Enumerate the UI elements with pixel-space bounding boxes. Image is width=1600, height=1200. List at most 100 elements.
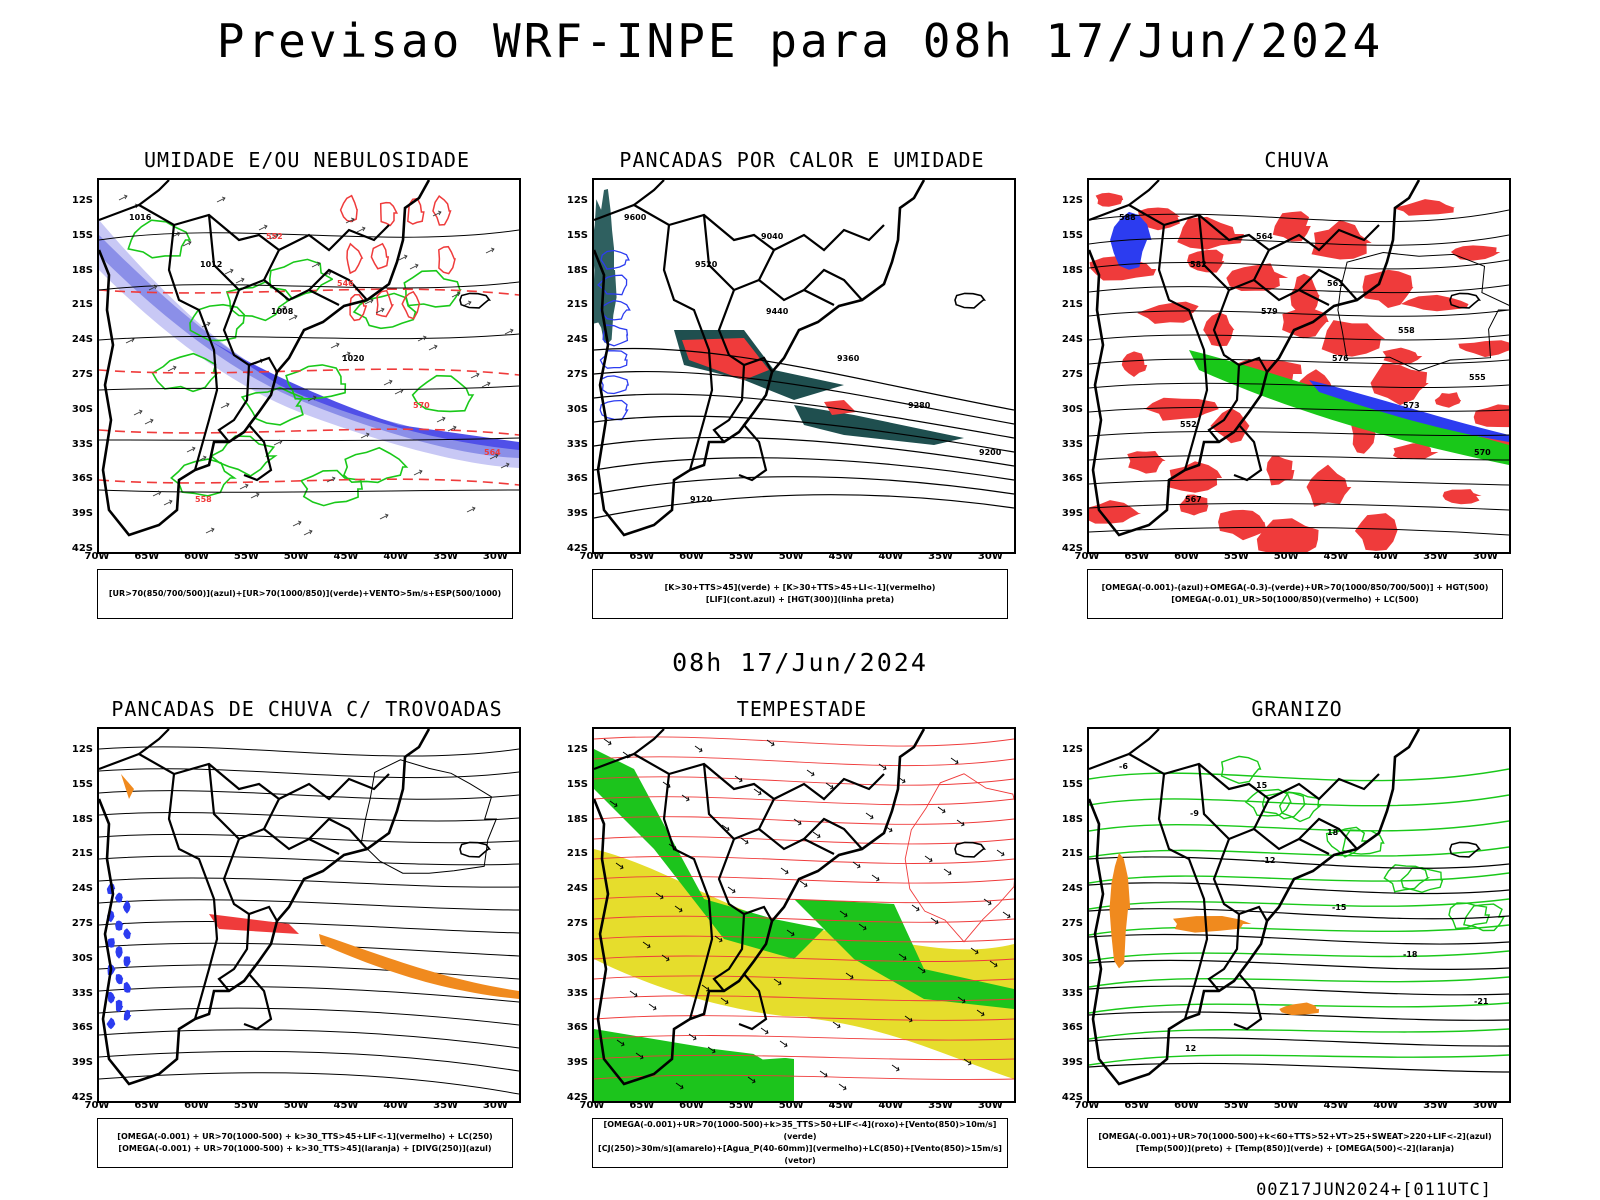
latitude-tick-label: 24S	[1061, 883, 1083, 895]
latitude-tick-label: 33S	[1061, 987, 1083, 999]
divergence-area	[123, 981, 132, 993]
overlay-fields	[594, 189, 1014, 519]
streamline-250	[99, 746, 519, 757]
streamline-850	[594, 955, 1014, 962]
wind-vector	[436, 416, 446, 423]
streamline-850	[594, 895, 1014, 904]
wind-vector	[413, 469, 423, 476]
wind-vector-850	[871, 874, 880, 882]
rain-area	[1266, 456, 1295, 486]
latitude-tick-label: 24S	[71, 883, 93, 895]
legend-line: [UR>70(850/700/500)](azul)+[UR>70(1000/8…	[108, 589, 502, 598]
longitude-tick-label: 40W	[383, 1100, 409, 1111]
temp-850-contour	[1089, 924, 1509, 936]
map-granizo: -6 -9 -12 -15 -18 -21 12 15 18	[1087, 727, 1511, 1103]
wind-vector	[273, 439, 283, 446]
wind-vector-850	[688, 1033, 697, 1041]
rain-area	[1458, 340, 1509, 358]
wind-vector	[277, 305, 287, 312]
temp-500-contour	[1089, 933, 1509, 945]
longitude-tick-label: 60W	[679, 1100, 705, 1111]
wind-vector-850	[603, 738, 612, 746]
wind-vector	[330, 342, 340, 349]
wind-vector-850	[996, 849, 1005, 857]
hgt-300-contour	[594, 457, 1014, 481]
longitude-tick-label: 30W	[482, 1100, 508, 1111]
contour-label: 573	[1403, 401, 1420, 410]
country-border	[99, 752, 280, 800]
humidity-band	[99, 235, 519, 458]
longitude-tick-label: 65W	[134, 551, 160, 562]
overlay-fields	[594, 736, 1014, 1101]
map-tempestade	[592, 727, 1016, 1103]
panel-title-trovoadas: PANCADAS DE CHUVA C/ TROVOADAS	[111, 697, 503, 721]
streamline-850	[594, 1015, 1014, 1021]
country-border	[1128, 729, 1160, 755]
latitude-tick-label: 21S	[71, 299, 93, 311]
latitude-tick-label: 12S	[566, 195, 588, 206]
divergence-area	[123, 1009, 132, 1021]
latitude-tick-label: 27S	[1061, 918, 1083, 929]
contour-label: 9040	[761, 232, 784, 241]
wind-vector-850	[635, 1052, 644, 1060]
lifted-index-contour	[602, 324, 629, 347]
latitude-tick-label: 12S	[71, 195, 93, 206]
legend-trovoadas: [OMEGA(-0.001) + UR>70(1000-500) + k>30_…	[97, 1118, 513, 1168]
contour-label: 576	[1332, 354, 1349, 363]
wind-vector-850	[865, 812, 874, 820]
streamline-850	[904, 773, 1014, 943]
legend-line: [Temp(500)](preto) + [Temp(850)](verde) …	[1135, 1144, 1455, 1153]
longitude-tick-label: 65W	[1124, 551, 1150, 562]
thickness-dashed-line	[99, 428, 519, 436]
legend-line: [LIF](cont.azul) + [HGT(300)](linha pret…	[705, 595, 895, 604]
contour-label: 558	[195, 495, 212, 504]
latitude-tick-label: 33S	[566, 987, 588, 999]
streamline-250	[99, 1072, 519, 1095]
contour-label: 555	[1469, 373, 1486, 382]
wind-vector-850	[825, 782, 834, 790]
longitude-tick-label: 45W	[333, 1100, 359, 1111]
wind-vector	[383, 379, 393, 386]
contour-label: 12	[1185, 1044, 1196, 1053]
instability-shade	[794, 405, 964, 445]
wind-vector	[451, 291, 461, 298]
streamline	[1089, 431, 1509, 437]
rain-area	[1203, 312, 1235, 347]
page-title: Previsao WRF-INPE para 08h 17/Jun/2024	[216, 14, 1384, 68]
contour-label: 1016	[129, 213, 152, 222]
low-level-humidity-contour	[299, 469, 364, 507]
streamline-850	[594, 776, 1014, 786]
latitude-tick-label: 30S	[1061, 952, 1083, 964]
latitude-tick-label: 27S	[71, 369, 93, 380]
wind-vector-850	[845, 972, 854, 980]
longitude-tick-label: 35W	[1423, 551, 1449, 562]
wind-vector-850	[616, 1039, 625, 1047]
contour-label: 570	[413, 401, 430, 410]
contour-label: -6	[1119, 762, 1128, 771]
rain-area	[1145, 397, 1219, 421]
wind-vector-850	[937, 806, 946, 814]
clear-area	[740, 1016, 826, 1060]
hgt-300-contour	[594, 415, 1014, 453]
longitude-tick-label: 50W	[283, 551, 309, 562]
longitude-tick-label: 50W	[1273, 1100, 1299, 1111]
wind-vector-850	[904, 1015, 913, 1023]
wind-vector-850	[648, 1003, 657, 1011]
rain-area	[1354, 513, 1398, 551]
isobar	[99, 333, 519, 341]
thickness-contour	[379, 201, 399, 227]
wind-vector-850	[819, 1070, 828, 1078]
streamline-850	[594, 875, 1014, 884]
map-chuva: 588 582 579 576 573 570 567 564 561 558 555 552	[1087, 178, 1511, 554]
longitude-tick-label: 30W	[977, 1100, 1003, 1111]
wind-vector-850	[812, 831, 821, 839]
streamline	[1089, 334, 1509, 341]
longitude-tick-label: 60W	[184, 551, 210, 562]
divergence-area	[123, 928, 132, 940]
streamline	[1089, 259, 1509, 270]
latitude-tick-label: 15S	[566, 229, 588, 241]
streamline-850	[594, 856, 1014, 864]
streamline	[1089, 234, 1509, 246]
wind-vector	[197, 455, 207, 462]
country-border	[662, 224, 714, 471]
